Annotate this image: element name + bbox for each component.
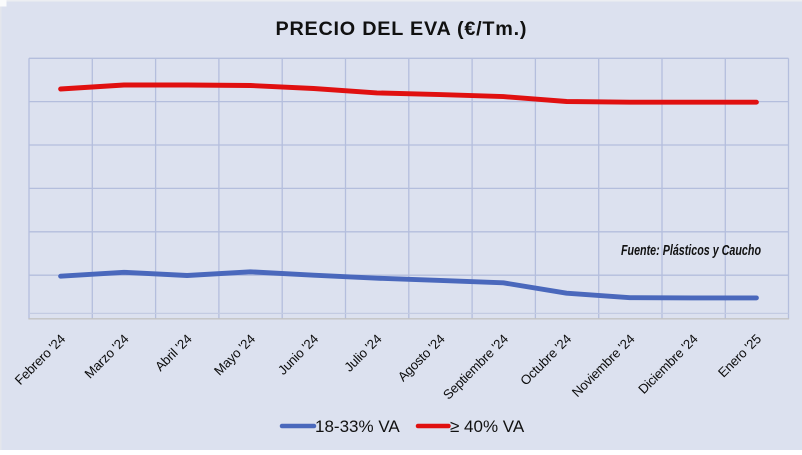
- svg-text:18-33% VA: 18-33% VA: [315, 417, 400, 436]
- svg-text:PRECIO DEL EVA (€/Tm.): PRECIO DEL EVA (€/Tm.): [276, 18, 527, 40]
- svg-text:Fuente: Plásticos y Caucho: Fuente: Plásticos y Caucho: [621, 243, 761, 259]
- svg-text:≥ 40% VA: ≥ 40% VA: [450, 417, 525, 436]
